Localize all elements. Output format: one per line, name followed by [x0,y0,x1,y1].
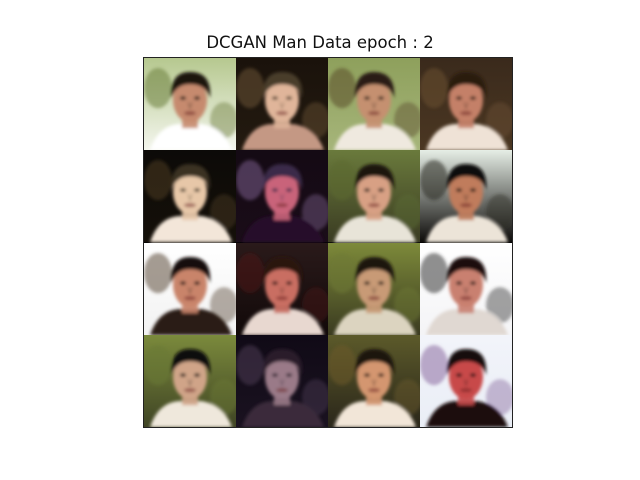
sample-image-1 [144,58,236,151]
sample-image-9 [144,242,236,335]
sample-image-15 [328,334,420,427]
sample-image-10 [236,242,328,335]
sample-image-6 [236,150,328,243]
sample-image-11 [328,242,420,335]
sample-image-12 [420,242,512,335]
sample-image-3 [328,58,420,151]
sample-image-13 [144,334,236,427]
sample-image-14 [236,334,328,427]
figure-title: DCGAN Man Data epoch : 2 [206,33,434,52]
sample-image-2 [236,58,328,151]
generated-sample-grid [143,57,513,428]
sample-image-5 [144,150,236,243]
sample-image-8 [420,150,512,243]
sample-image-7 [328,150,420,243]
sample-image-4 [420,58,512,151]
sample-image-16 [420,334,512,427]
